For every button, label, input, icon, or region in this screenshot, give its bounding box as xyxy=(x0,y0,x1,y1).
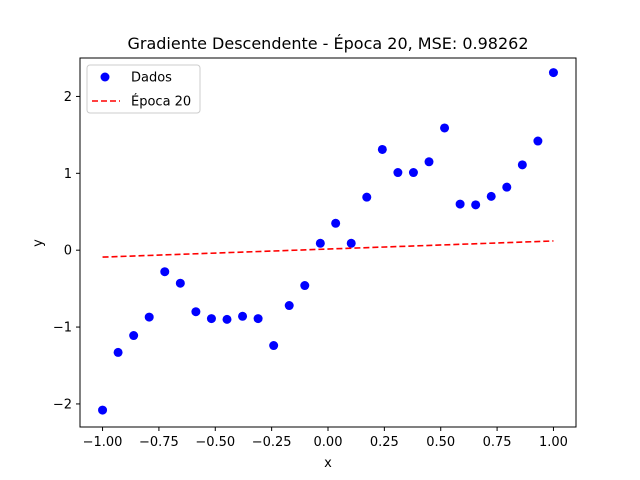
x-tick-label: 1.00 xyxy=(539,435,568,450)
data-point xyxy=(300,281,310,291)
data-point xyxy=(408,168,418,178)
data-point xyxy=(315,238,325,248)
data-point xyxy=(440,123,450,133)
axis-ticks: −1.00 −0.75 −0.50 −0.25 0.00 0.25 0.50 0.75 1.00… xyxy=(53,90,568,450)
data-point xyxy=(517,160,527,170)
data-point xyxy=(331,218,341,228)
data-point xyxy=(533,136,543,146)
data-point xyxy=(377,144,387,154)
x-axis-label: x xyxy=(324,456,332,471)
y-tick-label: 2 xyxy=(64,90,72,105)
data-point xyxy=(222,314,232,324)
chart-title: Gradiente Descendente - Época 20, MSE: 0… xyxy=(127,34,528,53)
x-tick-label: 0.50 xyxy=(426,435,455,450)
data-point xyxy=(113,347,123,357)
x-tick-label: 0.25 xyxy=(370,435,399,450)
x-tick-label: −0.75 xyxy=(139,435,179,450)
y-tick-label: 1 xyxy=(64,167,72,182)
legend-label: Dados xyxy=(131,71,172,86)
data-point xyxy=(424,157,434,167)
data-point xyxy=(269,341,279,351)
y-tick-label: 0 xyxy=(64,244,72,259)
fit-line xyxy=(102,240,554,258)
data-point xyxy=(238,311,248,321)
data-point xyxy=(284,301,294,311)
data-point xyxy=(471,200,481,210)
data-point xyxy=(455,199,465,209)
data-point xyxy=(98,405,108,415)
x-tick-label: −0.50 xyxy=(195,435,235,450)
data-point xyxy=(144,312,154,322)
y-axis-label: y xyxy=(31,239,46,247)
x-tick-label: 0.75 xyxy=(483,435,512,450)
x-tick-label: −0.25 xyxy=(252,435,292,450)
plot-area xyxy=(98,68,558,415)
legend-marker-dados xyxy=(100,72,110,82)
legend-label: Época 20 xyxy=(131,94,191,110)
data-point xyxy=(206,314,216,324)
data-point xyxy=(346,238,356,248)
data-point xyxy=(393,168,403,178)
data-point xyxy=(548,68,558,78)
legend: Dados Época 20 xyxy=(86,64,201,114)
x-tick-label: 0.00 xyxy=(314,435,343,450)
y-tick-label: −1 xyxy=(53,321,72,336)
data-point xyxy=(129,331,139,341)
data-point xyxy=(486,191,496,201)
data-point xyxy=(160,267,170,277)
data-point xyxy=(191,307,201,317)
data-point xyxy=(175,278,185,288)
data-point xyxy=(502,182,512,192)
data-point xyxy=(253,314,263,324)
y-tick-label: −2 xyxy=(53,397,72,412)
data-point xyxy=(362,192,372,202)
x-tick-label: −1.00 xyxy=(83,435,123,450)
